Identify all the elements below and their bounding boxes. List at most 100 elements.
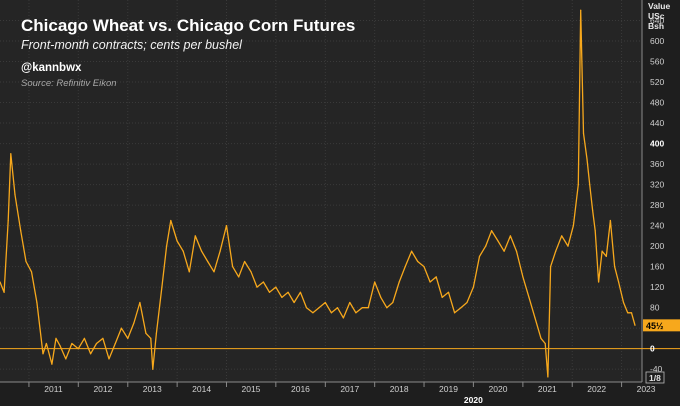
data-point: [114, 342, 116, 345]
data-point: [145, 332, 147, 334]
data-point: [318, 307, 320, 309]
data-point: [330, 312, 332, 314]
data-point: [634, 324, 636, 326]
y-tick-label: 600: [650, 36, 664, 46]
data-point: [411, 250, 413, 252]
data-point: [380, 296, 382, 298]
data-point: [133, 322, 135, 324]
data-point: [42, 353, 44, 355]
x-tick-label: 2013: [143, 384, 162, 394]
data-point: [598, 281, 600, 283]
y-tick-label: 240: [650, 221, 664, 231]
data-point: [609, 219, 612, 222]
data-point: [166, 245, 168, 247]
data-point: [51, 363, 53, 365]
x-tick-label: 2015: [241, 384, 260, 394]
data-point: [627, 312, 629, 314]
data-point: [592, 209, 594, 211]
data-point: [14, 194, 16, 196]
data-point: [544, 342, 546, 345]
data-point: [7, 219, 9, 222]
data-point: [36, 301, 38, 304]
data-point: [447, 291, 450, 293]
data-point: [161, 286, 163, 288]
data-point: [201, 250, 203, 252]
y-unit-label: USc: [648, 11, 665, 21]
data-point: [170, 219, 172, 222]
data-point: [435, 276, 437, 278]
x-tick-label: 2020: [489, 384, 508, 394]
data-point: [582, 132, 585, 134]
series-layer: [0, 9, 680, 378]
data-point: [312, 312, 314, 314]
x-tick-label: 2014: [192, 384, 211, 394]
data-point: [281, 296, 283, 298]
x-tick-label: 2016: [291, 384, 310, 394]
data-point: [630, 312, 633, 314]
data-point: [478, 255, 481, 257]
data-point: [429, 281, 431, 283]
data-point: [454, 312, 456, 314]
chart-title: Chicago Wheat vs. Chicago Corn Futures: [21, 16, 356, 35]
data-point: [594, 230, 596, 232]
x-tick-label: 2021: [538, 384, 557, 394]
data-point: [534, 317, 536, 319]
data-point: [540, 337, 542, 339]
x-tick-label: 2019: [439, 384, 458, 394]
data-point: [30, 271, 33, 273]
data-point: [176, 240, 178, 242]
data-point: [349, 301, 351, 304]
y-tick-label: 280: [650, 200, 664, 210]
data-point: [262, 281, 264, 283]
axes: [0, 0, 643, 387]
x-tick-label: 2023: [637, 384, 656, 394]
data-point: [287, 291, 289, 293]
data-point: [441, 296, 443, 298]
data-point: [0, 281, 1, 283]
data-point: [10, 153, 12, 155]
data-point: [83, 337, 85, 339]
y-tick-label: 560: [650, 57, 664, 67]
data-point: [528, 296, 530, 298]
corner-label: 1/8: [649, 373, 661, 383]
data-point: [614, 266, 616, 268]
data-point: [194, 235, 196, 237]
x-tick-label: 2018: [390, 384, 409, 394]
data-point: [423, 266, 425, 268]
y-tick-label: -40: [650, 364, 663, 374]
corner-box: [645, 371, 665, 384]
data-point: [45, 342, 48, 345]
y-tick-label: 0: [650, 344, 655, 354]
data-point: [605, 255, 607, 257]
data-point: [392, 301, 394, 304]
data-point: [95, 342, 98, 345]
data-point: [601, 250, 603, 252]
data-point: [522, 276, 524, 278]
y-tick-label: 440: [650, 118, 664, 128]
author-handle: @kannbwx: [21, 62, 82, 74]
data-point: [3, 291, 5, 293]
y-unit-label: Value: [648, 1, 670, 11]
data-point: [550, 266, 552, 268]
data-point: [268, 291, 271, 293]
last-value-tag: [643, 319, 680, 332]
y-tick-label: 80: [650, 303, 660, 313]
x-decade-label: 2020: [464, 395, 483, 405]
data-point: [139, 301, 141, 304]
data-point: [77, 348, 79, 350]
data-point: [213, 271, 215, 273]
data-point: [238, 276, 240, 278]
last-value-label: 45½: [646, 321, 664, 331]
x-tick-label: 2012: [93, 384, 112, 394]
source-note: Source: Refinitiv Eikon: [21, 78, 117, 89]
data-point: [417, 260, 419, 263]
data-point: [460, 307, 462, 309]
data-point: [25, 260, 27, 263]
y-tick-label: 400: [650, 139, 664, 149]
data-point: [586, 158, 588, 160]
data-point: [374, 281, 376, 283]
data-point: [491, 230, 493, 232]
x-tick-label: 2022: [587, 384, 606, 394]
data-point: [225, 225, 228, 227]
